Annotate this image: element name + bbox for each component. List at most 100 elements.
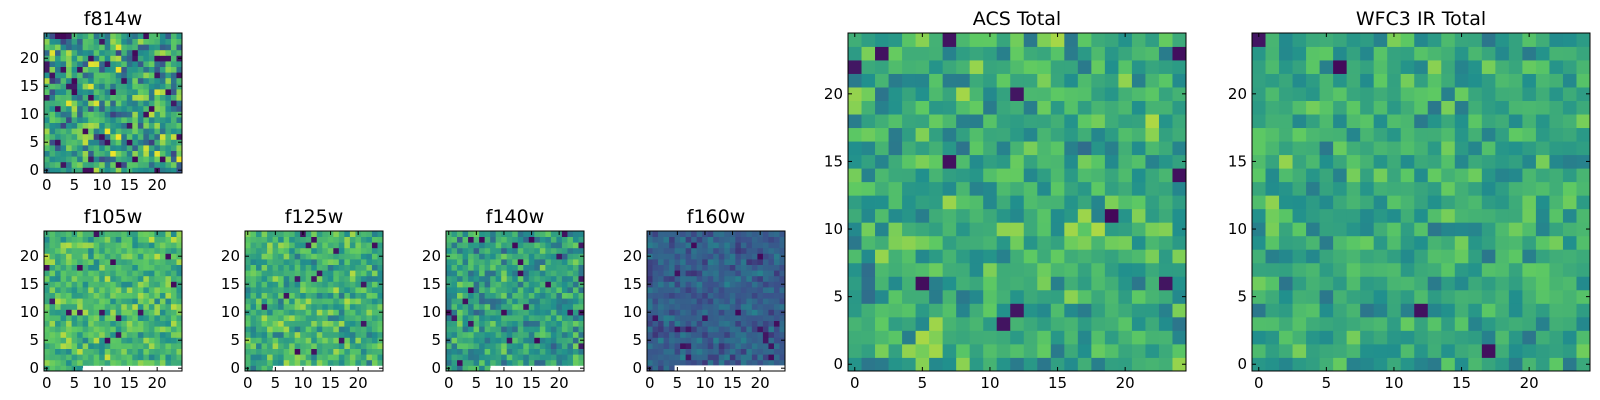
heatmap-cell bbox=[718, 298, 725, 305]
heatmap-cell bbox=[691, 320, 698, 327]
heatmap-cell bbox=[349, 348, 356, 355]
heatmap-cell bbox=[137, 139, 144, 146]
heatmap-cell bbox=[66, 55, 72, 62]
heatmap-cell bbox=[115, 264, 122, 271]
heatmap-cell bbox=[707, 309, 714, 316]
x-tick-label: 20 bbox=[751, 374, 770, 392]
heatmap-cell bbox=[88, 167, 95, 174]
heatmap-cell bbox=[983, 127, 998, 142]
heatmap-cell bbox=[1077, 276, 1092, 291]
heatmap-cell bbox=[1522, 114, 1537, 129]
heatmap-cell bbox=[983, 235, 998, 250]
heatmap-cell bbox=[929, 114, 944, 129]
heatmap-cell bbox=[702, 253, 709, 260]
heatmap-cell bbox=[1172, 168, 1187, 183]
heatmap-cell bbox=[159, 105, 166, 112]
heatmap-cell bbox=[148, 94, 155, 101]
y-tick-label: 20 bbox=[623, 247, 642, 265]
heatmap-cell bbox=[55, 145, 61, 151]
heatmap-cell bbox=[44, 287, 50, 293]
heatmap-cell bbox=[121, 275, 128, 282]
heatmap-cell bbox=[66, 359, 72, 366]
heatmap-cell bbox=[702, 259, 709, 265]
heatmap-cell bbox=[245, 315, 251, 321]
heatmap-cell bbox=[929, 357, 944, 372]
heatmap-cell bbox=[294, 242, 301, 249]
heatmap-cell bbox=[702, 354, 709, 361]
heatmap-cell bbox=[55, 100, 61, 107]
heatmap-cell bbox=[154, 247, 161, 254]
heatmap-cell bbox=[110, 100, 117, 107]
heatmap-cell bbox=[1414, 73, 1429, 88]
heatmap-cell bbox=[294, 359, 301, 366]
heatmap-cell bbox=[115, 247, 122, 254]
heatmap-cell bbox=[1333, 343, 1348, 358]
heatmap-cell bbox=[685, 287, 692, 293]
heatmap-cell bbox=[1400, 100, 1415, 115]
heatmap-cell bbox=[902, 127, 916, 142]
heatmap-cell bbox=[110, 270, 117, 277]
heatmap-cell bbox=[60, 83, 67, 90]
heatmap-cell bbox=[1441, 195, 1456, 210]
heatmap-cell bbox=[256, 315, 262, 321]
heatmap-cell bbox=[344, 259, 351, 265]
heatmap-cell bbox=[1064, 127, 1079, 142]
heatmap-cell bbox=[451, 281, 458, 288]
heatmap-cell bbox=[669, 253, 675, 260]
heatmap-cell bbox=[1023, 33, 1038, 47]
heatmap-cell bbox=[1131, 235, 1146, 250]
heatmap-cell bbox=[685, 331, 692, 338]
heatmap-cell bbox=[446, 264, 452, 271]
heatmap-cell bbox=[1427, 343, 1442, 358]
heatmap-cell bbox=[55, 161, 61, 168]
heatmap-cell bbox=[462, 326, 469, 333]
heatmap-cell bbox=[691, 264, 698, 271]
heatmap-cell bbox=[121, 145, 128, 151]
heatmap-cell bbox=[137, 128, 144, 135]
heatmap-cell bbox=[1145, 316, 1160, 331]
heatmap-cell bbox=[1279, 127, 1293, 142]
heatmap-cell bbox=[848, 60, 862, 74]
heatmap-cell bbox=[1306, 87, 1320, 101]
heatmap-cell bbox=[305, 231, 312, 237]
heatmap-cell bbox=[674, 247, 681, 254]
heatmap-cell bbox=[137, 326, 144, 333]
heatmap-cell bbox=[104, 315, 111, 321]
heatmap-cell bbox=[724, 315, 731, 321]
heatmap-cell bbox=[702, 326, 709, 333]
heatmap-cell bbox=[534, 287, 541, 293]
heatmap-cell bbox=[762, 309, 769, 316]
heatmap-cell bbox=[132, 236, 139, 243]
masked-region bbox=[272, 368, 383, 372]
heatmap-cell bbox=[1346, 60, 1361, 74]
heatmap-cell bbox=[517, 231, 524, 237]
heatmap-cell bbox=[333, 231, 340, 237]
heatmap-cell bbox=[283, 337, 290, 344]
heatmap-cell bbox=[779, 275, 786, 282]
heatmap-cell bbox=[1549, 316, 1564, 331]
heatmap-cell bbox=[956, 235, 971, 250]
heatmap-cell bbox=[902, 330, 916, 345]
heatmap-cell bbox=[1373, 46, 1388, 61]
heatmap-cell bbox=[956, 141, 971, 156]
heatmap-cell bbox=[484, 281, 491, 288]
heatmap-cell bbox=[1522, 168, 1537, 183]
heatmap-cell bbox=[1050, 33, 1065, 47]
heatmap-cell bbox=[360, 231, 367, 237]
heatmap-cell bbox=[1373, 208, 1388, 223]
y-tick-label: 10 bbox=[623, 303, 642, 321]
heatmap-cell bbox=[71, 354, 78, 361]
heatmap-cell bbox=[143, 122, 150, 129]
heatmap-cell bbox=[572, 270, 579, 277]
heatmap-cell bbox=[137, 77, 144, 84]
heatmap-cell bbox=[875, 343, 889, 358]
heatmap-cell bbox=[539, 348, 546, 355]
heatmap-cell bbox=[44, 128, 50, 135]
heatmap-cell bbox=[322, 292, 329, 299]
heatmap-cell bbox=[713, 337, 720, 344]
heatmap-cell bbox=[969, 303, 984, 318]
heatmap-cell bbox=[718, 287, 725, 293]
heatmap-cell bbox=[1427, 73, 1442, 88]
y-tick-label: 0 bbox=[833, 355, 843, 373]
heatmap-cell bbox=[702, 275, 709, 282]
